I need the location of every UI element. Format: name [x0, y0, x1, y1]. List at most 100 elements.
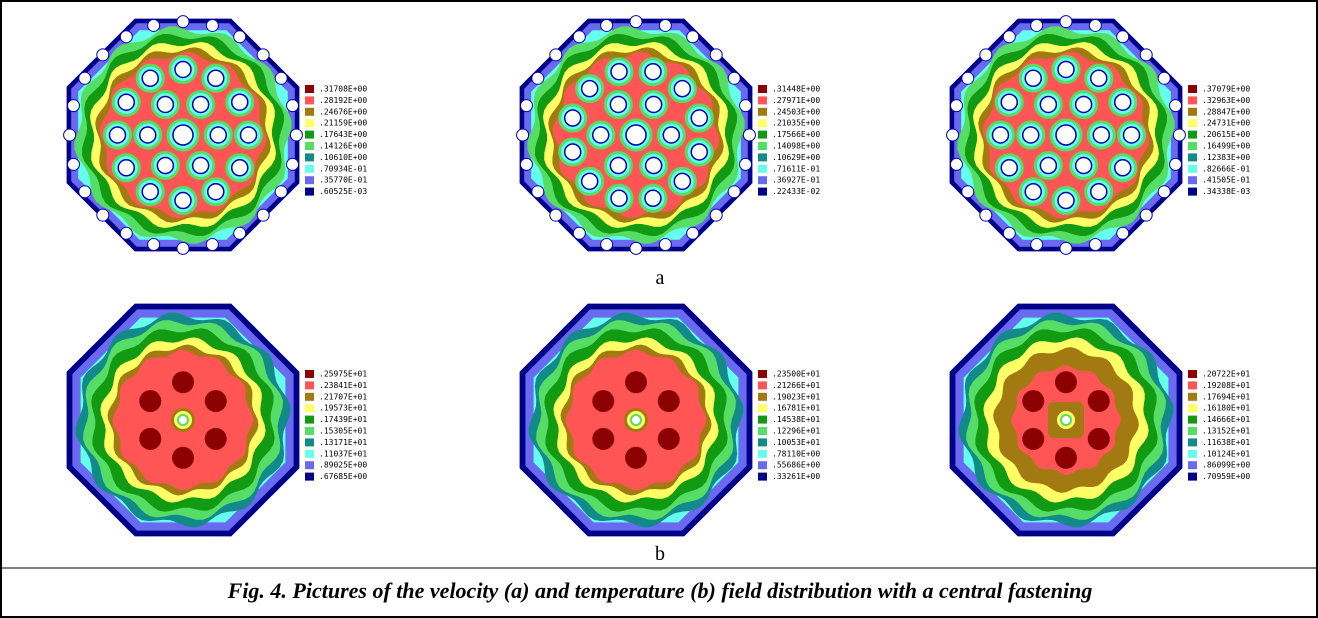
legend-swatch — [758, 108, 767, 116]
coolant-hole — [97, 209, 109, 221]
coolant-hole — [1158, 72, 1170, 84]
tube — [193, 96, 209, 112]
coolant-hole — [550, 49, 562, 61]
hot-spot — [1022, 390, 1044, 412]
coolant-hole — [630, 242, 642, 254]
legend-label: .16781E+01 — [772, 404, 820, 413]
coolant-hole — [257, 209, 269, 221]
legend-label: .10053E+01 — [772, 438, 820, 447]
legend-swatch — [305, 108, 314, 116]
tube — [674, 173, 690, 189]
hot-spot — [172, 371, 194, 393]
tube — [611, 190, 627, 206]
coolant-hole — [1003, 31, 1015, 43]
tube — [646, 158, 662, 174]
center-hole — [632, 416, 640, 424]
coolant-hole — [517, 129, 529, 141]
tube — [1115, 160, 1131, 176]
tube — [173, 125, 193, 145]
tube — [142, 70, 158, 86]
coolant-hole — [287, 100, 299, 112]
hot-spot — [1055, 371, 1077, 393]
tube — [1040, 96, 1056, 112]
legend-label: .16499E+00 — [1202, 142, 1250, 151]
tube — [241, 127, 257, 143]
tube — [232, 94, 248, 110]
coolant-hole — [1140, 49, 1152, 61]
legend-label: .15305E+01 — [319, 427, 367, 436]
legend-label: .23500E+01 — [772, 370, 820, 379]
legend-swatch — [758, 427, 767, 435]
tube — [645, 190, 661, 206]
coolant-hole — [1031, 239, 1043, 251]
hot-spot — [205, 428, 227, 450]
legend-swatch — [1188, 370, 1197, 378]
hot-spot — [1022, 428, 1044, 450]
legend-label: .14538E+01 — [772, 415, 820, 424]
legend-swatch — [1188, 461, 1197, 469]
legend-label: .14098E+00 — [772, 142, 820, 151]
coolant-hole — [120, 227, 132, 239]
coolant-hole — [659, 239, 671, 251]
legend-swatch — [758, 188, 767, 196]
legend-swatch — [305, 427, 314, 435]
tube — [157, 96, 173, 112]
coolant-hole — [1140, 209, 1152, 221]
legend-label: .28192E+00 — [319, 96, 367, 105]
tube — [1124, 127, 1140, 143]
legend-swatch — [1188, 131, 1197, 139]
tube — [1023, 127, 1039, 143]
coolant-hole — [550, 209, 562, 221]
hot-spot — [625, 447, 647, 469]
tube — [1056, 125, 1076, 145]
coolant-hole — [947, 129, 959, 141]
coolant-hole — [532, 72, 544, 84]
legend-swatch — [1188, 416, 1197, 424]
hot-spot — [592, 428, 614, 450]
coolant-hole — [1158, 186, 1170, 198]
legend-label: .35770E-01 — [319, 176, 367, 185]
coolant-hole — [148, 239, 160, 251]
legend-label: .31708E+00 — [319, 85, 367, 94]
legend-label: .86099E+00 — [1202, 461, 1250, 470]
tube — [1025, 184, 1041, 200]
legend-label: .78110E+00 — [772, 449, 820, 458]
legend-swatch — [1188, 393, 1197, 401]
coolant-hole — [962, 186, 974, 198]
legend-label: .21707E+01 — [319, 392, 367, 401]
coolant-hole — [1089, 239, 1101, 251]
coolant-hole — [67, 100, 79, 112]
legend-swatch — [305, 153, 314, 161]
tube — [1040, 158, 1056, 174]
tube — [1091, 184, 1107, 200]
coolant-hole — [177, 242, 189, 254]
legend-swatch — [758, 461, 767, 469]
tube — [118, 160, 134, 176]
legend-swatch — [758, 131, 767, 139]
hot-spot — [205, 390, 227, 412]
tube — [175, 61, 191, 77]
coolant-hole — [630, 16, 642, 28]
legend-swatch — [758, 438, 767, 446]
hot-spot — [625, 371, 647, 393]
tube — [142, 184, 158, 200]
tube — [109, 127, 125, 143]
tube — [691, 110, 707, 126]
coolant-hole — [532, 186, 544, 198]
coolant-hole — [257, 49, 269, 61]
legend-label: .41505E-01 — [1202, 176, 1250, 185]
coolant-hole — [980, 209, 992, 221]
tube — [626, 125, 646, 145]
legend-swatch — [1188, 142, 1197, 150]
legend-swatch — [758, 381, 767, 389]
hot-spot — [172, 447, 194, 469]
row-label: a — [656, 267, 665, 289]
legend-swatch — [758, 85, 767, 93]
tube — [193, 158, 209, 174]
coolant-hole — [287, 158, 299, 170]
contour-plot — [67, 304, 300, 537]
tube — [610, 96, 626, 112]
legend-label: .21159E+00 — [319, 119, 367, 128]
coolant-hole — [290, 129, 302, 141]
contour-plot — [520, 304, 753, 537]
